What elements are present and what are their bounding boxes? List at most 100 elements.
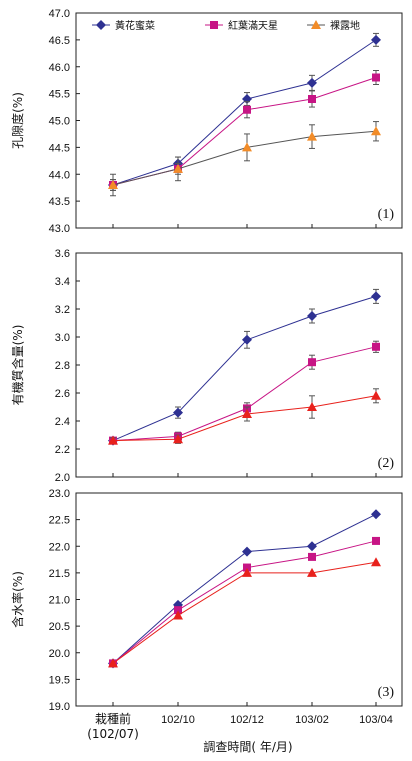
panel-label: (1) — [378, 207, 395, 222]
data-point — [308, 552, 316, 561]
series-line — [112, 130, 377, 186]
series-1 — [108, 509, 381, 669]
series-line — [112, 540, 377, 664]
y-tick-label: 2.2 — [55, 444, 70, 456]
series-line — [112, 295, 377, 442]
data-point — [242, 546, 252, 557]
data-point — [243, 563, 251, 572]
chart-panel-1: 43.0 43.5 44.0 44.5 45.0 45.5 46.0 46.5 47.0 孔隙度(… — [10, 8, 403, 235]
series-line — [112, 561, 377, 664]
y-tick-label: 22.5 — [49, 515, 70, 527]
series-line — [112, 77, 377, 186]
y-tick-label: 44.0 — [49, 169, 70, 181]
y-tick-label: 44.5 — [49, 142, 70, 154]
x-tick-label: 栽種前(102/07) — [87, 711, 139, 741]
data-point — [371, 509, 381, 520]
data-point — [308, 358, 316, 367]
series-3 — [108, 557, 381, 668]
y-tick-label: 45.0 — [49, 116, 70, 128]
y-tick-label: 22.0 — [49, 541, 70, 553]
data-point — [242, 334, 252, 345]
x-tick-label: 103/02 — [295, 714, 329, 726]
data-point — [307, 131, 317, 141]
y-tick-label: 46.0 — [49, 62, 70, 74]
series-3 — [108, 121, 381, 197]
x-tick-label: 103/04 — [359, 714, 393, 726]
x-tick-label-line: 栽種前 — [95, 711, 131, 726]
data-point — [307, 311, 317, 321]
y-tick-label: 2.0 — [55, 472, 70, 484]
series-3 — [108, 388, 381, 445]
plot-frame — [75, 492, 403, 707]
data-point — [242, 567, 252, 577]
y-tick-label: 23.0 — [49, 488, 70, 500]
data-point — [108, 180, 118, 189]
y-axis-title: 含水率(%) — [10, 571, 25, 628]
data-point — [307, 402, 317, 411]
data-point — [173, 163, 183, 173]
y-tick-label: 45.5 — [49, 89, 70, 101]
plot-frame — [75, 12, 403, 229]
series-1 — [108, 288, 381, 446]
data-point — [242, 142, 252, 152]
legend-label: 黃花蜜菜 — [115, 19, 155, 32]
legend-marker — [210, 21, 218, 29]
y-tick-label: 21.0 — [49, 595, 70, 607]
legend-label: 紅葉滿天星 — [228, 19, 278, 32]
data-point — [173, 407, 183, 418]
data-point — [307, 77, 317, 88]
data-point — [371, 34, 381, 45]
y-axis-title: 有機質含量(%) — [10, 325, 25, 406]
data-point — [372, 536, 380, 545]
x-tick-label-line: (102/07) — [87, 727, 139, 741]
y-tick-label: 43.5 — [49, 196, 70, 208]
data-point — [372, 342, 380, 351]
series-2 — [109, 340, 380, 445]
data-point — [307, 567, 317, 577]
legend-marker — [311, 20, 321, 29]
panel-label: (2) — [378, 456, 395, 471]
chart-panel-2: 2.0 2.2 2.4 2.6 2.8 3.0 3.2 3.4 3.6 有機質含量(%) (2) — [10, 248, 403, 484]
y-tick-label: 47.0 — [49, 8, 70, 20]
data-point — [371, 291, 381, 302]
data-point — [307, 541, 317, 552]
x-tick-label: 102/10 — [161, 714, 195, 726]
data-point — [173, 434, 183, 444]
y-tick-label: 43.0 — [49, 223, 70, 235]
y-tick-label: 3.6 — [55, 248, 70, 260]
y-tick-label: 3.0 — [55, 332, 70, 344]
y-tick-label: 2.6 — [55, 388, 70, 400]
y-tick-label: 3.2 — [55, 304, 70, 316]
y-tick-label: 2.8 — [55, 360, 70, 372]
data-point — [173, 610, 183, 620]
legend: 黃花蜜菜 紅葉滿天星 裸露地 — [92, 19, 360, 32]
y-tick-label: 3.4 — [55, 276, 70, 288]
panel-label: (3) — [378, 685, 395, 700]
data-point — [371, 557, 381, 567]
data-point — [308, 95, 316, 103]
data-point — [108, 435, 118, 445]
series-line — [112, 346, 377, 442]
data-point — [108, 658, 118, 668]
y-tick-label: 20.5 — [49, 621, 70, 633]
series-line — [112, 513, 377, 664]
plot-frame — [75, 252, 403, 478]
series-2 — [109, 536, 380, 668]
y-tick-label: 19.5 — [49, 674, 70, 686]
data-point — [372, 73, 380, 82]
x-axis-title: 調查時間( 年/月) — [203, 740, 292, 754]
data-point — [371, 126, 381, 136]
legend-marker — [96, 20, 106, 30]
y-axis-title: 孔隙度(%) — [10, 92, 25, 149]
legend-label: 裸露地 — [330, 19, 360, 32]
y-tick-label: 19.0 — [49, 701, 70, 713]
chart-panel-3: 19.0 19.5 20.0 20.5 21.0 21.5 22.0 22.5 23.0 含水率(… — [10, 488, 403, 741]
y-tick-label: 21.5 — [49, 568, 70, 580]
y-tick-label: 20.0 — [49, 648, 70, 660]
x-tick-label: 102/12 — [230, 714, 264, 726]
data-point — [243, 105, 251, 114]
data-point — [242, 409, 252, 418]
y-tick-label: 46.5 — [49, 35, 70, 47]
data-point — [174, 606, 182, 615]
